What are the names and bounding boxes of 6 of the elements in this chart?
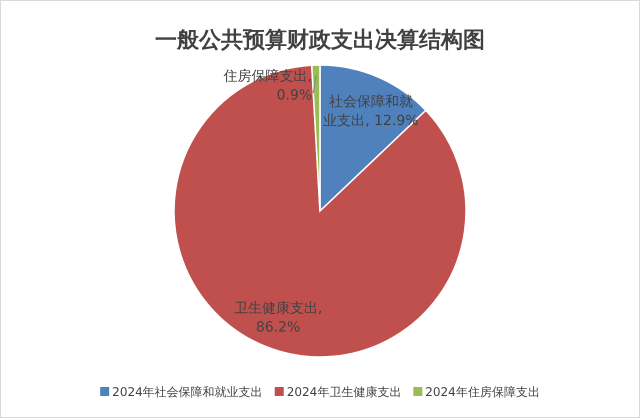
chart-title: 一般公共预算财政支出决算结构图: [155, 27, 485, 53]
legend: 2024年社会保障和就业支出 2024年卫生健康支出 2024年住房保障支出: [100, 385, 540, 399]
data-label: 卫生健康支出, 86.2%: [234, 300, 322, 336]
legend-label: 2024年住房保障支出: [425, 385, 540, 399]
legend-label: 2024年卫生健康支出: [286, 385, 402, 399]
legend-label: 2024年社会保障和就业支出: [112, 385, 263, 399]
